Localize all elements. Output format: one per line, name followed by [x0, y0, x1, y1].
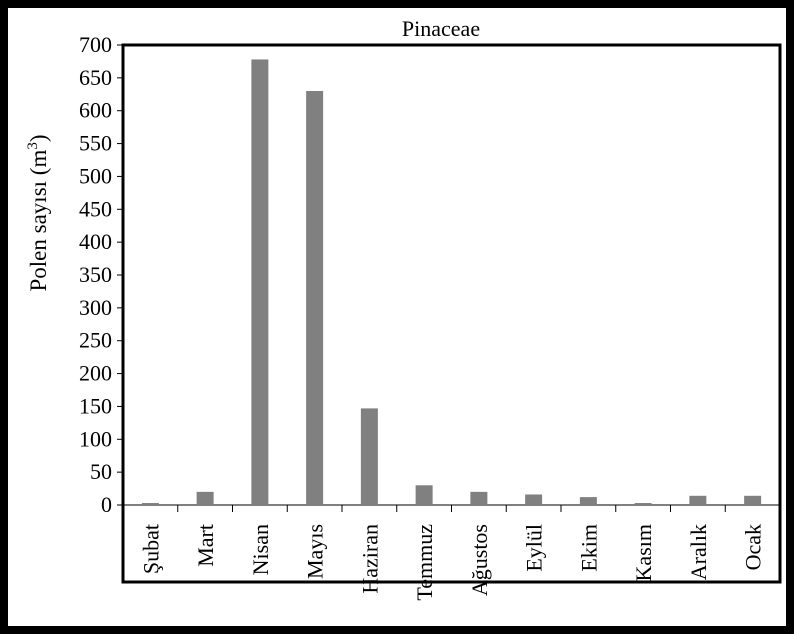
- y-axis-title-suffix: ): [26, 134, 51, 142]
- plot-area-border: [121, 43, 782, 584]
- bar: [415, 485, 433, 505]
- x-tick-label: Ocak: [741, 524, 766, 570]
- axes: [117, 44, 781, 512]
- bar: [689, 495, 707, 505]
- x-tick-label: Kasım: [631, 524, 656, 581]
- y-tick-label: 50: [90, 459, 112, 484]
- x-tick-label: Ağustos: [467, 524, 492, 596]
- bar: [141, 503, 159, 505]
- x-tick-labels: Şubat Mart Nisan Mayıs Haziran Temmuz Ağustos E…: [138, 524, 765, 601]
- bar: [470, 491, 488, 505]
- x-tick-label: Aralık: [686, 524, 711, 580]
- y-tick-label: 350: [79, 262, 112, 287]
- bar: [579, 497, 597, 505]
- bars: [141, 59, 762, 505]
- x-tick-label: Mayıs: [303, 524, 328, 579]
- x-tick-label: Mart: [193, 524, 218, 567]
- y-tick-label: 0: [101, 492, 112, 517]
- chart-frame: Pinaceae Polen sayısı (m3) 0 50 100 150 200 2…: [8, 8, 786, 626]
- y-tick-label: 600: [79, 98, 112, 123]
- y-tick-label: 400: [79, 229, 112, 254]
- chart-title: Pinaceae: [402, 16, 480, 41]
- x-tick-label: Eylül: [522, 524, 547, 572]
- y-tick-label: 500: [79, 163, 112, 188]
- y-tick-label: 150: [79, 393, 112, 418]
- y-tick-label: 250: [79, 328, 112, 353]
- bar: [744, 495, 762, 505]
- bar: [251, 59, 269, 505]
- y-tick-label: 550: [79, 131, 112, 156]
- bar: [360, 408, 378, 505]
- x-tick-label: Haziran: [357, 524, 382, 594]
- bar: [306, 91, 324, 505]
- y-axis-title-text: Polen sayısı (m: [26, 150, 51, 292]
- bar: [634, 503, 652, 505]
- y-axis-title: Polen sayısı (m3): [25, 134, 51, 291]
- bar: [525, 494, 543, 505]
- bar: [196, 491, 214, 505]
- bar-chart: Pinaceae Polen sayısı (m3) 0 50 100 150 200 2…: [25, 16, 782, 601]
- y-tick-label: 100: [79, 426, 112, 451]
- y-tick-label: 300: [79, 295, 112, 320]
- x-tick-label: Nisan: [248, 524, 273, 575]
- svg-text:Polen sayısı (m3): Polen sayısı (m3): [25, 134, 51, 291]
- x-tick-label: Şubat: [138, 524, 163, 574]
- y-tick-label: 700: [79, 32, 112, 57]
- x-tick-label: Temmuz: [412, 524, 437, 601]
- x-tick-label: Ekim: [576, 524, 601, 572]
- y-tick-label: 200: [79, 361, 112, 386]
- y-tick-labels: 0 50 100 150 200 250 300 350 400 450 500 550 600 650 7…: [79, 32, 112, 517]
- y-tick-label: 650: [79, 65, 112, 90]
- y-axis-title-superscript: 3: [25, 142, 41, 150]
- y-tick-label: 450: [79, 196, 112, 221]
